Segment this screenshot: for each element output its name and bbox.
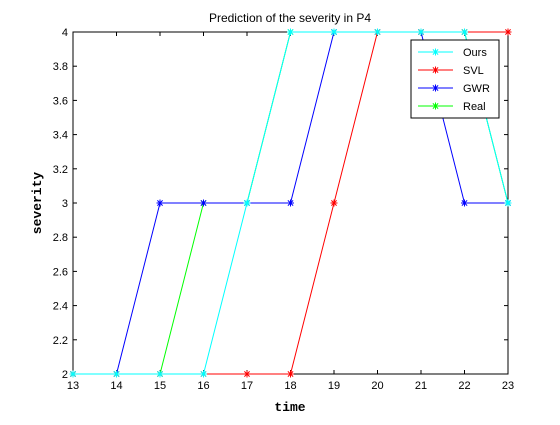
legend-box: [410, 39, 500, 119]
data-point-ours: [200, 370, 207, 378]
legend-marker-svl: [432, 66, 439, 74]
legend-marker-gwr: [432, 84, 439, 92]
y-tick-label: 3.8: [53, 61, 68, 73]
data-point-svl: [504, 28, 512, 36]
x-tick-label: 20: [371, 380, 383, 392]
y-tick-label: 3.6: [53, 95, 68, 107]
y-tick-label: 2.4: [53, 301, 68, 313]
x-tick-label: 22: [458, 380, 470, 392]
y-tick-label: 3: [62, 198, 68, 210]
data-point-gwr: [156, 199, 164, 207]
series-ours: [69, 28, 512, 378]
data-point-svl: [243, 370, 251, 378]
chart-title: Prediction of the severity in P4: [209, 11, 371, 25]
data-point-ours: [113, 370, 120, 378]
x-tick-label: 21: [415, 380, 427, 392]
legend: Ours SVL GWR Real: [410, 39, 500, 119]
data-point-ours: [374, 28, 381, 36]
legend-label-svl: SVL: [463, 65, 484, 77]
y-tick-label: 3.4: [53, 130, 68, 142]
data-point-svl: [287, 370, 294, 378]
y-tick-label: 3.2: [53, 164, 68, 176]
data-point-gwr: [200, 199, 207, 207]
legend-label-gwr: GWR: [463, 83, 490, 95]
x-tick-label: 23: [502, 380, 514, 392]
data-point-ours: [417, 28, 425, 36]
data-point-ours: [461, 28, 468, 36]
legend-item-svl: SVL: [418, 65, 484, 77]
x-axis-label: time: [274, 400, 305, 415]
data-point-ours: [243, 199, 251, 207]
y-tick-label: 4: [62, 27, 68, 39]
y-axis-label: severity: [30, 172, 45, 235]
x-tick-label: 15: [154, 380, 166, 392]
data-point-ours: [156, 370, 164, 378]
x-tick-label: 19: [328, 380, 340, 392]
x-tick-label: 14: [110, 380, 122, 392]
data-point-ours: [287, 28, 294, 36]
x-tick-label: 18: [284, 380, 296, 392]
y-tick-label: 2: [62, 369, 68, 381]
legend-label-ours: Ours: [463, 47, 487, 59]
y-tick-label: 2.6: [53, 266, 68, 278]
x-tick-label: 17: [241, 380, 253, 392]
data-point-ours: [69, 370, 77, 378]
legend-marker-ours: [432, 48, 439, 56]
data-point-svl: [330, 199, 338, 207]
legend-item-real: Real: [418, 101, 486, 113]
x-tick-label: 13: [67, 380, 79, 392]
legend-item-ours: Ours: [418, 47, 487, 59]
y-tick-label: 2.2: [53, 335, 68, 347]
legend-label-real: Real: [463, 101, 486, 113]
x-tick-label: 16: [197, 380, 209, 392]
y-tick-label: 2.8: [53, 232, 68, 244]
data-point-ours: [330, 28, 338, 36]
legend-item-gwr: GWR: [418, 83, 490, 95]
data-point-gwr: [287, 199, 294, 207]
legend-marker-real: [432, 102, 439, 110]
data-point-gwr: [461, 199, 468, 207]
data-point-ours: [504, 199, 512, 207]
